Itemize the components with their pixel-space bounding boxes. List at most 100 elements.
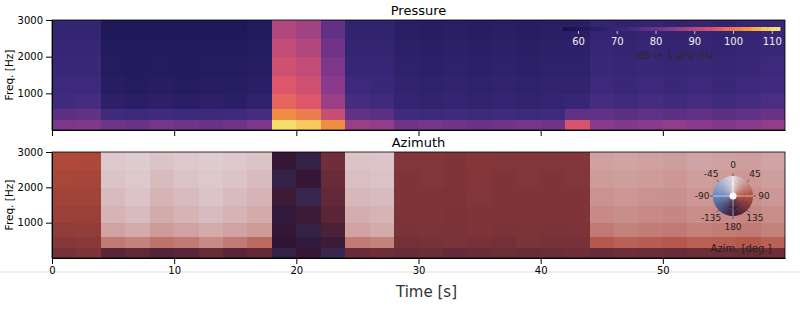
heatmap-cell — [761, 75, 785, 94]
colorbar-tick-label: 60 — [572, 36, 585, 47]
heatmap-cell — [101, 38, 126, 57]
heatmap-cell — [541, 20, 566, 39]
heatmap-cell — [296, 38, 321, 57]
x-tick: 50 — [657, 258, 670, 276]
colorwheel-tick-label: -45 — [704, 169, 719, 179]
colorwheel-tick — [753, 196, 756, 197]
heatmap-cell — [663, 75, 688, 94]
heatmap-cell — [296, 75, 321, 94]
y-tick-mark — [46, 223, 52, 224]
heatmap-cell — [590, 237, 615, 248]
heatmap-cell — [590, 119, 615, 130]
heatmap-cell — [541, 57, 566, 76]
heatmap-cell — [516, 108, 541, 120]
heatmap-cell — [223, 152, 248, 170]
heatmap-cell — [394, 20, 419, 39]
heatmap-cell — [394, 170, 419, 188]
heatmap-cell — [516, 223, 541, 238]
heatmap-cell — [296, 108, 321, 120]
colorbar-tick-label: 80 — [650, 36, 663, 47]
heatmap-cell — [199, 20, 224, 39]
separator — [0, 272, 800, 273]
heatmap-cell — [467, 108, 492, 120]
x-tick — [541, 130, 542, 136]
x-tick — [296, 130, 297, 136]
heatmap-cell — [76, 223, 101, 238]
heatmap-cell — [272, 108, 297, 120]
heatmap-cell — [712, 108, 737, 120]
heatmap-cell — [247, 237, 272, 248]
heatmap-cell — [492, 119, 517, 130]
heatmap-cell — [492, 20, 517, 39]
heatmap-cell — [223, 170, 248, 188]
heatmap-cell — [590, 187, 615, 205]
colorbar-tick — [772, 31, 773, 34]
heatmap-cell — [443, 38, 468, 57]
heatmap-cell — [370, 119, 395, 130]
heatmap-cell — [76, 152, 101, 170]
heatmap-cell — [541, 237, 566, 248]
x-tick-mark — [174, 258, 175, 264]
heatmap-cell — [516, 205, 541, 223]
x-tick: 20 — [290, 258, 303, 276]
heatmap-cell — [541, 108, 566, 120]
heatmap-cell — [223, 108, 248, 120]
heatmap-cell — [174, 20, 199, 39]
y-tick-label: 3000 — [18, 147, 43, 158]
heatmap-cell — [199, 108, 224, 120]
heatmap-cell — [516, 38, 541, 57]
heatmap-cell — [443, 57, 468, 76]
heatmap-cell — [199, 223, 224, 238]
heatmap-cell — [443, 205, 468, 223]
heatmap-cell — [712, 75, 737, 94]
heatmap-cell — [467, 119, 492, 130]
heatmap-cell — [174, 223, 199, 238]
heatmap-cell — [467, 205, 492, 223]
heatmap-cell — [199, 237, 224, 248]
heatmap-cell — [125, 108, 150, 120]
heatmap-cell — [370, 152, 395, 170]
heatmap-cell — [101, 152, 126, 170]
heatmap-cell — [223, 247, 248, 258]
heatmap-cell — [174, 93, 199, 108]
heatmap-cell — [565, 237, 590, 248]
heatmap-cell — [150, 38, 175, 57]
heatmap-cell — [345, 20, 370, 39]
x-tick-label: 40 — [535, 265, 548, 276]
heatmap-cell — [443, 152, 468, 170]
heatmap-cell — [541, 75, 566, 94]
colorwheel-segment — [736, 191, 753, 196]
heatmap-cell — [492, 152, 517, 170]
y-axis-title: Freq. [Hz] — [3, 50, 15, 101]
heatmap-cell — [199, 247, 224, 258]
heatmap-cell — [150, 152, 175, 170]
heatmap-cell — [345, 152, 370, 170]
heatmap-cell — [492, 187, 517, 205]
heatmap-cell — [52, 38, 77, 57]
heatmap-cell — [638, 223, 663, 238]
colorwheel-segment — [733, 199, 736, 216]
colorwheel-tick-label: 0 — [730, 160, 736, 170]
heatmap-cell — [321, 75, 346, 94]
x-tick: 0 — [49, 258, 55, 276]
heatmap-cell — [541, 205, 566, 223]
heatmap-cell — [419, 119, 444, 130]
heatmap-cell — [590, 205, 615, 223]
heatmap-cell — [174, 75, 199, 94]
x-tick-mark — [541, 130, 542, 136]
heatmap-cell — [150, 170, 175, 188]
heatmap-cell — [761, 93, 785, 108]
heatmap-cell — [101, 119, 126, 130]
heatmap-cell — [565, 75, 590, 94]
heatmap-cell — [296, 93, 321, 108]
heatmap-cell — [296, 20, 321, 39]
heatmap-cell — [467, 170, 492, 188]
heatmap-cell — [443, 223, 468, 238]
heatmap-cell — [736, 93, 761, 108]
heatmap-cell — [492, 170, 517, 188]
heatmap-cell — [467, 93, 492, 108]
heatmap-cell — [199, 38, 224, 57]
heatmap-cell — [272, 247, 297, 258]
heatmap-cell — [419, 187, 444, 205]
heatmap-cell — [370, 170, 395, 188]
